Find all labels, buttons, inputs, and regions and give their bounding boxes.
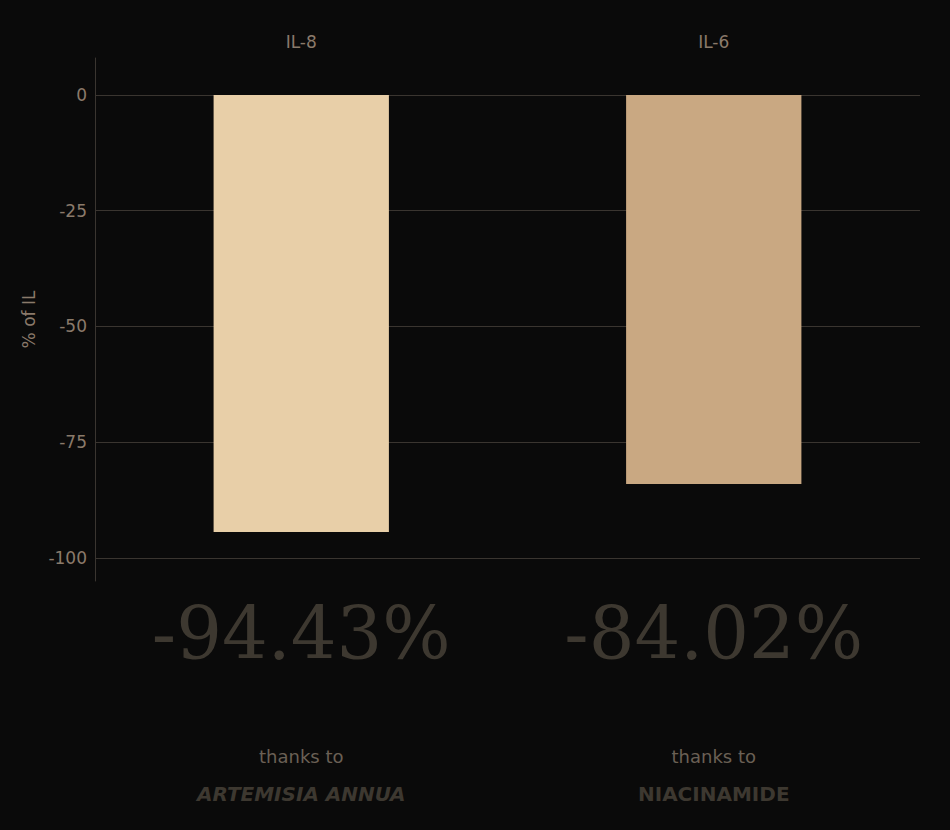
svg-text:NIACINAMIDE: NIACINAMIDE bbox=[638, 782, 790, 806]
svg-text:-25: -25 bbox=[59, 201, 87, 221]
svg-text:% of IL: % of IL bbox=[19, 290, 39, 348]
svg-text:thanks to: thanks to bbox=[259, 746, 344, 767]
svg-text:ARTEMISIA ANNUA: ARTEMISIA ANNUA bbox=[195, 782, 406, 806]
svg-text:0: 0 bbox=[76, 85, 87, 105]
svg-text:-75: -75 bbox=[59, 432, 87, 452]
svg-text:IL-6: IL-6 bbox=[698, 32, 729, 52]
svg-text:-94.43%: -94.43% bbox=[152, 592, 451, 676]
svg-text:-50: -50 bbox=[59, 316, 87, 336]
svg-text:-84.02%: -84.02% bbox=[564, 592, 863, 676]
svg-text:-100: -100 bbox=[48, 548, 87, 568]
svg-text:IL-8: IL-8 bbox=[286, 32, 317, 52]
svg-text:thanks to: thanks to bbox=[672, 746, 757, 767]
